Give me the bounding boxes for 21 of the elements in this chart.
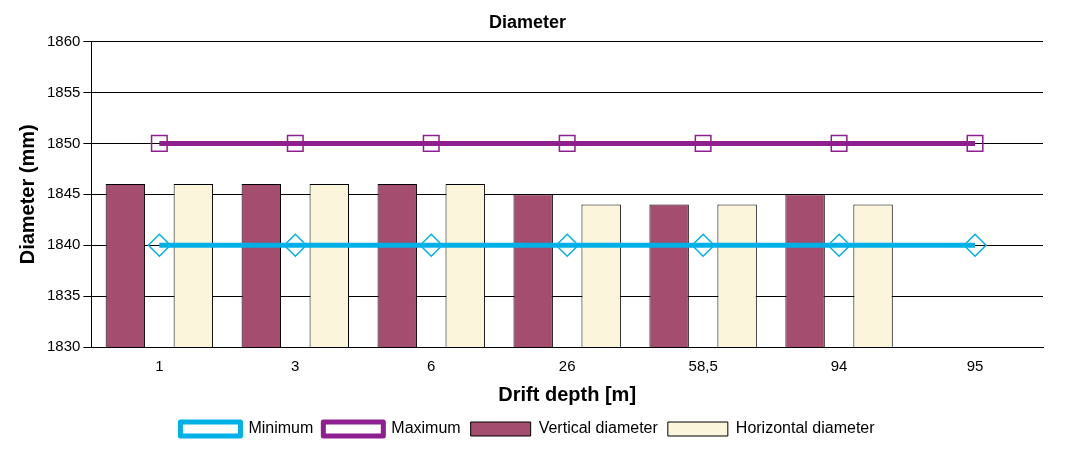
x-tick-label: 1 bbox=[155, 357, 164, 375]
x-axis-title: Drift depth [m] bbox=[498, 382, 637, 405]
x-tick-label: 94 bbox=[830, 357, 848, 375]
legend-label: Horizontal diameter bbox=[735, 419, 876, 437]
y-tick-label: 1840 bbox=[46, 235, 81, 253]
y-tick-label: 1860 bbox=[46, 31, 81, 49]
chart-title: Diameter bbox=[488, 11, 567, 32]
x-tick-label: 58,5 bbox=[688, 357, 718, 375]
x-tick-label: 26 bbox=[558, 357, 576, 375]
y-tick-label: 1855 bbox=[46, 82, 81, 100]
y-tick-label: 1830 bbox=[46, 337, 81, 355]
legend-label: Minimum bbox=[248, 419, 314, 437]
y-tick-label: 1835 bbox=[46, 286, 81, 304]
legend-label: Maximum bbox=[391, 419, 461, 437]
x-tick-label: 3 bbox=[291, 357, 300, 375]
legend-label: Vertical diameter bbox=[538, 419, 659, 437]
y-axis-title: Diameter (mm) bbox=[15, 124, 38, 265]
x-tick-label: 95 bbox=[966, 357, 984, 375]
x-tick-label: 6 bbox=[427, 357, 436, 375]
y-tick-label: 1850 bbox=[46, 133, 81, 151]
y-tick-label: 1845 bbox=[46, 184, 81, 202]
